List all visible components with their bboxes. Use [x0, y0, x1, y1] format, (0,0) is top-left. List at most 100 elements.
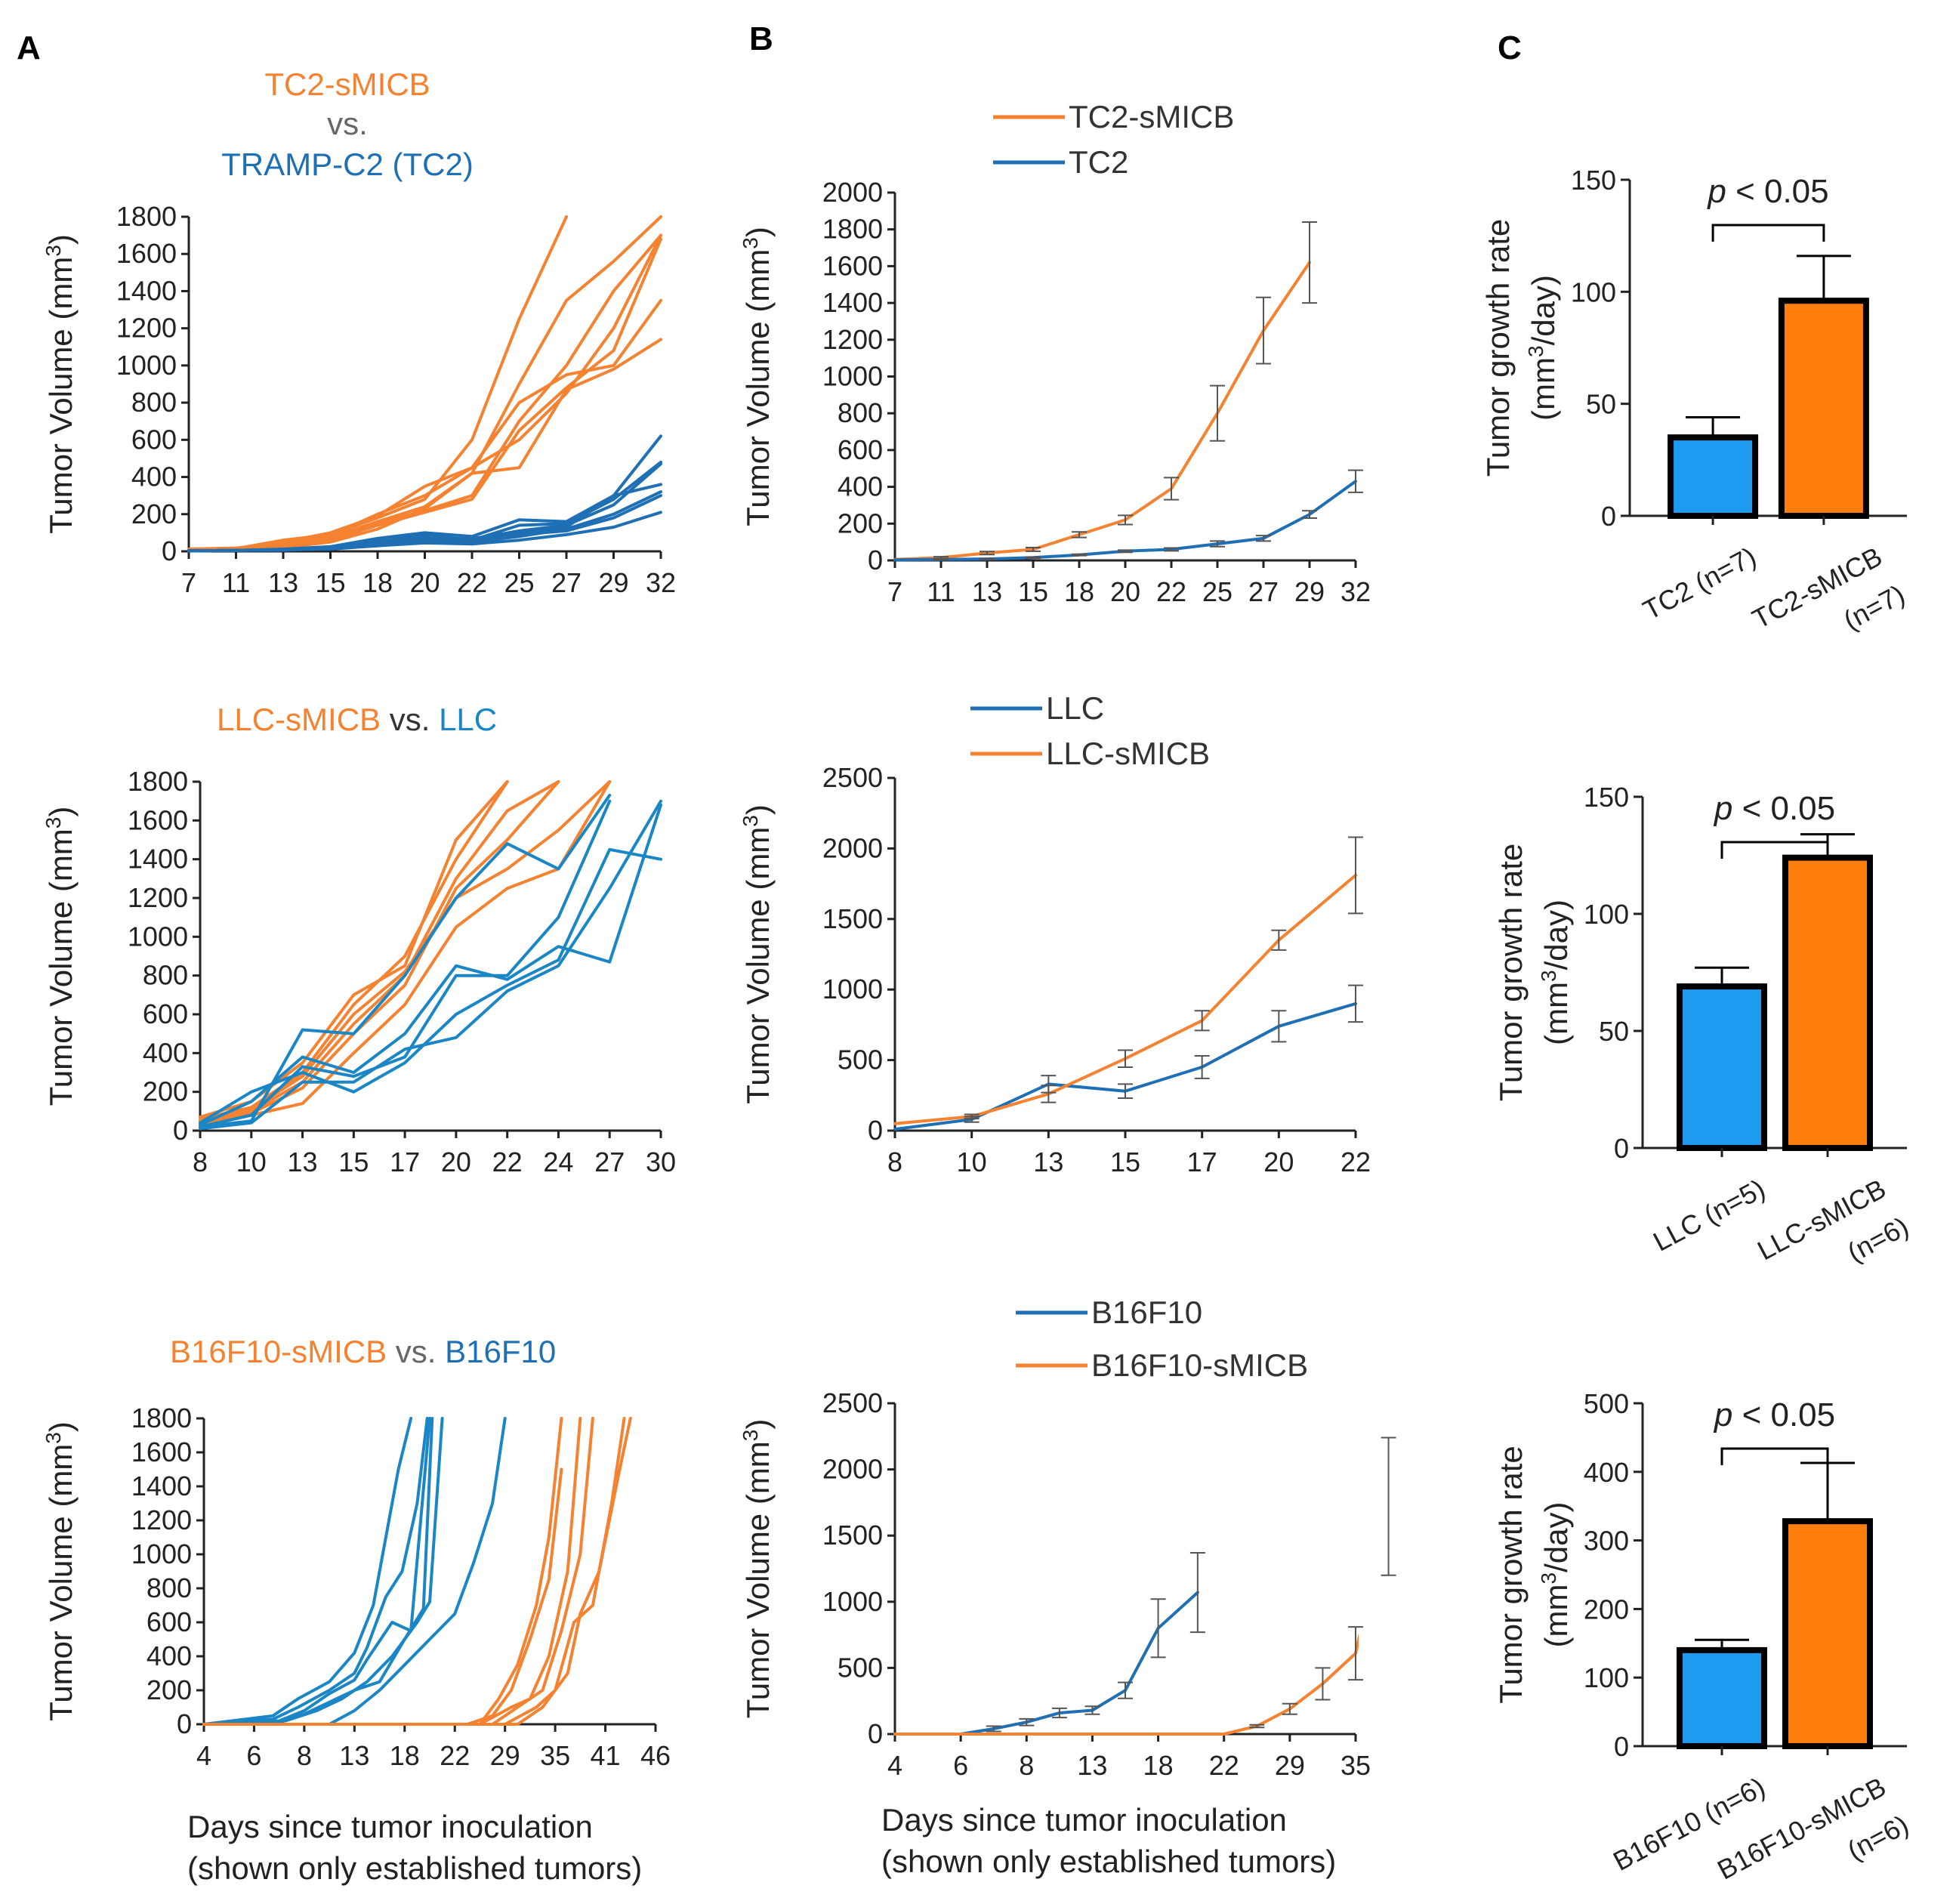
- y-tick-label: 400: [131, 461, 177, 492]
- x-tick-label: 20: [1263, 1146, 1294, 1177]
- header-b16f10: B16F10-sMICB vs. B16F10: [170, 1334, 556, 1369]
- y-axis-title-text: Tumor Volume (mm: [43, 829, 79, 1106]
- y-axis-title: Tumor Volume (mm3): [739, 1419, 776, 1719]
- y-tick-label: 100: [1584, 1662, 1629, 1693]
- y-tick-label: 2000: [822, 1454, 883, 1485]
- panel-label-b: B: [749, 20, 773, 57]
- header-b16f10-name: B16F10: [445, 1334, 556, 1369]
- x-tick-label: 29: [598, 567, 628, 598]
- y-tick-label: 1000: [116, 350, 177, 381]
- y-tick-label: 1200: [131, 1504, 192, 1535]
- y-tick-label: 2500: [822, 762, 883, 793]
- p-value-rest: < 0.05: [1732, 1396, 1835, 1433]
- x-tick-label: 13: [268, 567, 298, 598]
- x-tick-label: 10: [957, 1146, 987, 1177]
- y-tick-label: 1400: [116, 275, 177, 306]
- x-tick-label: 35: [1341, 1750, 1371, 1781]
- x-tick-label: 18: [1143, 1750, 1174, 1781]
- y-axis-title-end: ): [740, 1419, 776, 1430]
- y-tick-label: 0: [1601, 501, 1616, 532]
- x-tick-label: 10: [236, 1146, 267, 1177]
- category-label-parental: TC2 (n=7): [1638, 541, 1761, 626]
- plot-area: [202, 1417, 632, 1726]
- y-axis-title: Tumor Volume (mm3): [42, 807, 79, 1106]
- y-tick-label: 1800: [116, 201, 177, 232]
- bar-parental: [1677, 983, 1767, 1151]
- x-tick-label: 41: [591, 1740, 621, 1771]
- x-tick-label: 27: [1248, 576, 1279, 607]
- y-tick-label: 200: [147, 1674, 192, 1705]
- chart-a1-tc2-individual: 0 200 400 600 800 1000 1200 1400 1600 1800 7 11 13 15…: [42, 66, 677, 598]
- series-line-b16f10: [202, 1417, 431, 1726]
- x-tick-label: 22: [440, 1740, 470, 1771]
- y-tick-label: 1600: [822, 250, 883, 281]
- y-axis-title-text: Tumor Volume (mm: [43, 1444, 79, 1721]
- series-line-tc2-smicb: [187, 237, 662, 551]
- series-line-llc: [199, 847, 662, 1125]
- y-tick-label: 400: [143, 1037, 188, 1068]
- y-tick-label: 1400: [822, 287, 883, 318]
- x-tick-label: 15: [1110, 1146, 1140, 1177]
- series-line-tc2-smicb: [893, 261, 1311, 561]
- y-tick-label: 0: [173, 1115, 188, 1146]
- series-line-llc-smicb: [199, 780, 560, 1125]
- header-tc2-smicb: TC2-sMICB: [264, 66, 430, 102]
- bar-smicb: [1778, 298, 1869, 519]
- x-tick-label: 8: [297, 1740, 312, 1771]
- y-tick-label: 0: [1614, 1133, 1629, 1164]
- series-line-b16f10: [202, 1417, 444, 1726]
- y-tick-label: 1200: [822, 324, 883, 355]
- series-line-b16f10: [202, 1417, 429, 1726]
- y-tick-label: 1000: [822, 361, 883, 392]
- legend-label-b16f10-smicb: B16F10-sMICB: [1091, 1347, 1308, 1383]
- y-axis-title-text: Tumor Volume (mm: [740, 249, 776, 526]
- x-tick-label: 46: [640, 1740, 671, 1771]
- x-tick-label: 29: [490, 1740, 520, 1771]
- x-tick-label: 13: [339, 1740, 369, 1771]
- header-gap-1: [387, 1334, 396, 1369]
- y-axis-title-units: (mm3/day): [1537, 1502, 1575, 1648]
- y-axis-title: Tumor Volume (mm3): [42, 234, 79, 534]
- x-tick-label: 13: [1077, 1750, 1107, 1781]
- y-axis-title-sup: 3: [42, 817, 65, 829]
- header-tramp-c2: TRAMP-C2 (TC2): [221, 147, 474, 182]
- y-axis-title-text: Tumor Volume (mm: [740, 827, 776, 1104]
- x-tick-label: 8: [1019, 1750, 1034, 1781]
- p-value-label: p < 0.05: [1706, 173, 1828, 210]
- x-tick-label: 15: [338, 1146, 369, 1177]
- x-tick-label: 27: [551, 567, 582, 598]
- y-tick-label: 100: [1584, 899, 1629, 930]
- y-axis-title: Tumor growth rate: [1480, 219, 1516, 477]
- y-tick-label: 100: [1571, 276, 1616, 307]
- plot-area: [893, 1591, 1359, 1736]
- x-tick-label: 29: [1294, 576, 1325, 607]
- y-tick-label: 0: [177, 1708, 192, 1739]
- y-tick-label: 1000: [822, 974, 883, 1004]
- y-tick-label: 2000: [822, 177, 883, 208]
- y-axis-title: Tumor growth rate: [1493, 844, 1529, 1102]
- plot-area: [187, 215, 662, 553]
- series-line-b16f10: [893, 1591, 1199, 1736]
- chart-a2-llc-individual: 0 200 400 600 800 1000 1200 1400 1600 1800 8 10 13 15…: [42, 702, 677, 1177]
- y-tick-label: 400: [147, 1640, 192, 1671]
- series-line-tc2-smicb: [187, 233, 662, 551]
- x-tick-label: 20: [409, 567, 440, 598]
- plot-area: [199, 780, 662, 1131]
- footer-b-line2: (shown only established tumors): [881, 1844, 1336, 1879]
- y-tick-label: 1800: [128, 766, 188, 797]
- y-tick-label: 200: [1584, 1594, 1629, 1625]
- series-line-llc-smicb: [199, 780, 560, 1123]
- series-line-b16f10: [202, 1417, 413, 1726]
- y-tick-label: 1000: [128, 921, 188, 952]
- x-tick-label: 32: [1341, 576, 1371, 607]
- x-tick-label: 25: [504, 567, 534, 598]
- panel-label-c: C: [1498, 29, 1522, 66]
- p-value-rest: < 0.05: [1726, 173, 1829, 210]
- series-line-b16f10-smicb: [893, 1633, 1359, 1736]
- x-tick-label: 30: [646, 1146, 676, 1177]
- p-value-rest: < 0.05: [1732, 790, 1835, 827]
- header-vs: vs.: [390, 702, 430, 737]
- y-axis-title: Tumor Volume (mm3): [739, 804, 776, 1104]
